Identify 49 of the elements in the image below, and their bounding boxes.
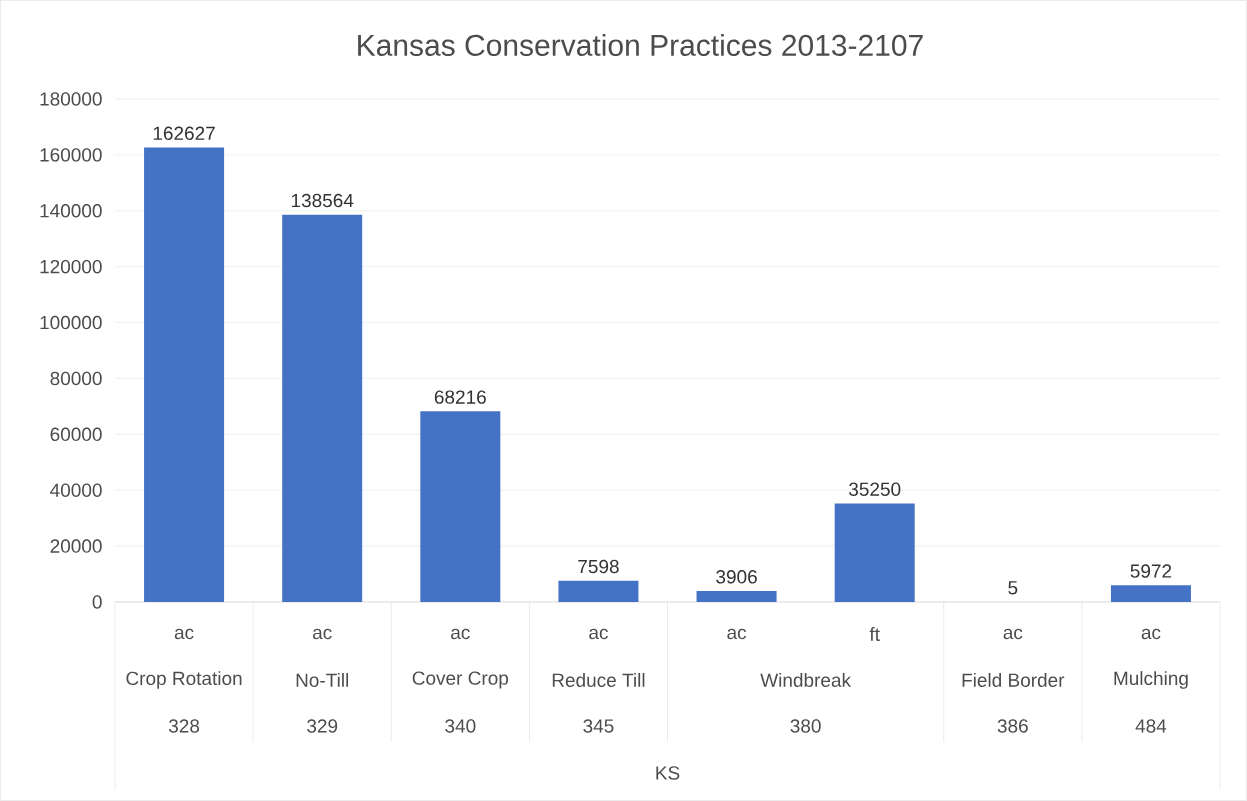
chart-title: Kansas Conservation Practices 2013-2107 [358, 33, 923, 57]
data-label: 138564 [291, 193, 354, 208]
x-tick-label: ac [727, 628, 747, 640]
text: 380 [790, 719, 821, 733]
x-tick-label: ac [312, 628, 332, 640]
y-tick-label: 40000 [50, 483, 102, 497]
text: 345 [583, 719, 614, 733]
text: Cover Crop [412, 671, 509, 689]
x-tick-label: ac [589, 628, 608, 640]
y-tick-label: 140000 [40, 204, 102, 218]
data-label: 5972 [1130, 564, 1172, 578]
text: 484 [1135, 719, 1167, 733]
x-tick-label: ac [174, 628, 194, 640]
bar [558, 580, 639, 602]
bar [834, 503, 915, 602]
text: Crop Rotation [126, 671, 242, 689]
data-label: 3906 [716, 570, 757, 584]
bar [144, 147, 225, 602]
bar [1110, 585, 1191, 602]
bar [696, 591, 777, 602]
data-label: 162627 [153, 126, 215, 140]
bar [282, 214, 363, 602]
text: Windbreak [760, 673, 852, 687]
y-tick-label: 180000 [40, 92, 102, 106]
text: 386 [997, 719, 1028, 733]
data-label: 35250 [848, 482, 901, 496]
text: No-Till [296, 673, 349, 687]
text: 328 [168, 719, 200, 733]
y-tick-label: 20000 [50, 539, 102, 553]
y-tick-label: 120000 [40, 259, 102, 274]
data-label: 68216 [434, 390, 486, 404]
bar [420, 411, 501, 602]
data-label: 7598 [578, 559, 619, 574]
text: KS [656, 766, 680, 780]
text: Reduce Till [552, 673, 645, 687]
text: 329 [307, 719, 338, 733]
x-tick-label: ac [451, 628, 470, 640]
x-tick-label: ac [1003, 628, 1023, 640]
y-tick-label: 100000 [40, 315, 102, 330]
y-tick-label: 80000 [50, 371, 102, 386]
y-tick-label: 60000 [50, 427, 102, 442]
text: 340 [445, 719, 476, 733]
data-label: 5 [1008, 581, 1018, 595]
y-tick-label: 0 [92, 595, 102, 609]
x-tick-label: ft [869, 627, 880, 641]
x-tick-label: ac [1141, 628, 1161, 640]
y-tick-label: 160000 [40, 148, 102, 162]
text: Field Border [962, 673, 1065, 687]
text: Mulching [1114, 671, 1188, 689]
